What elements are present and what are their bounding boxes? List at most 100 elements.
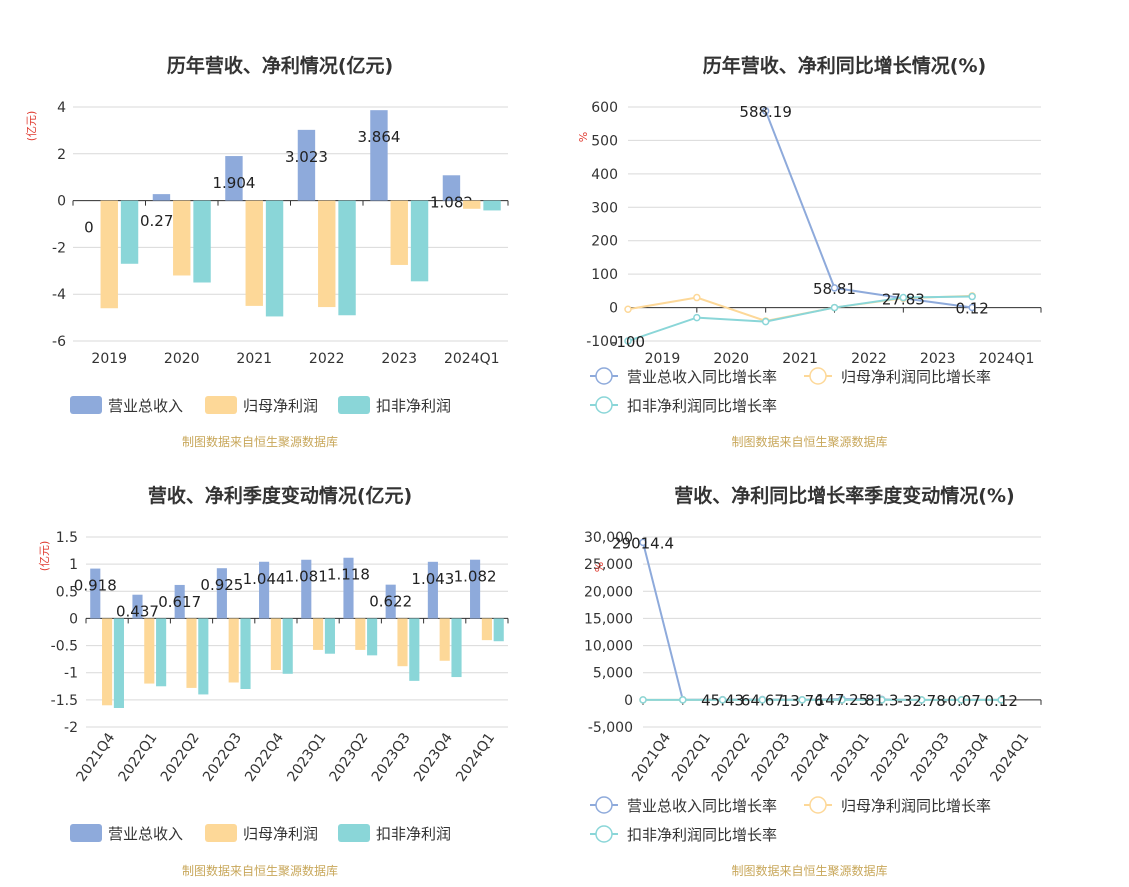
y-tick-label: 0	[69, 611, 78, 627]
legend-label: 营业总收入	[108, 397, 183, 415]
series-line	[627, 295, 973, 342]
bar-deducted-profit	[240, 618, 251, 689]
bar-revenue	[297, 129, 316, 201]
chart-panel-quarterly-bar: 营收、净利季度变动情况(亿元) 1.5 1 0.5 0 -0.5 -1 -1.5 -2 (亿元)…	[0, 450, 560, 887]
bar-deducted-profit	[198, 618, 209, 695]
series-point	[917, 696, 926, 704]
bar-revenue	[301, 559, 312, 619]
bar-revenue	[343, 557, 354, 619]
y-tick-label: 20,000	[584, 584, 633, 600]
y-tick-label: 200	[591, 234, 618, 250]
bar-net-profit	[245, 200, 263, 306]
series-point	[830, 284, 839, 292]
data-label: 0	[84, 219, 94, 237]
data-label: 1.118	[327, 566, 370, 584]
bar-deducted-profit	[282, 618, 293, 674]
x-tick-label: 2022	[851, 351, 887, 367]
y-tick-label: 100	[591, 267, 618, 283]
bar-net-profit	[439, 618, 450, 661]
bar-deducted-profit	[483, 200, 501, 211]
legend-swatch	[205, 396, 237, 414]
y-tick-label: 0	[609, 301, 618, 317]
chart-svg: 600 500 400 300 200 100 0 -100% 2019 2020 2021 2022…	[577, 100, 1042, 415]
y-tick-label: -6	[52, 334, 66, 350]
data-label: 64.67	[741, 692, 784, 710]
series-point	[899, 293, 908, 302]
data-source-note: 制图数据来自恒生聚源数据库	[181, 864, 338, 878]
data-label: -32.78	[897, 692, 945, 710]
chart-title: 历年营收、净利同比增长情况(%)	[702, 55, 987, 77]
series-point	[830, 303, 839, 312]
x-tick-label: 2022	[309, 351, 345, 367]
x-tick-label: 2024Q1	[453, 730, 498, 785]
data-label: 3.023	[285, 148, 328, 166]
chart-svg: 30,000 25,000 20,000 15,000 10,000 5,000 0 -5,0…	[584, 530, 1042, 844]
legend-label: 扣非净利润	[376, 825, 451, 843]
x-tick-label: 2022Q3	[749, 730, 794, 785]
bar-revenue	[152, 194, 171, 201]
y-axis-unit-label: %	[593, 562, 606, 572]
chart-panel-quarterly-growth: 营收、净利同比增长率季度变动情况(%) 30,000 25,000 20,000 15…	[560, 450, 1129, 887]
legend-label: 归母净利润同比增长率	[841, 797, 991, 815]
y-tick-label: -5,000	[588, 720, 633, 736]
x-tick-label: 2022Q4	[242, 730, 287, 785]
series-point	[639, 696, 647, 704]
bar-net-profit	[481, 618, 492, 641]
legend-swatch	[338, 824, 370, 842]
bar-revenue	[442, 175, 461, 201]
y-tick-label: -2	[52, 240, 66, 256]
data-label: 588.19	[739, 103, 792, 121]
x-tick-label: 2023Q4	[411, 730, 456, 785]
data-label: 45.43	[701, 692, 744, 710]
x-tick-label: 2022Q2	[158, 730, 203, 785]
x-tick-label: 2022Q2	[709, 730, 754, 785]
series-point	[718, 696, 727, 704]
x-tick-label: 2024Q1	[444, 351, 500, 367]
data-label: 1.082	[430, 193, 473, 211]
x-tick-label: 2024Q1	[987, 730, 1032, 785]
series-point	[798, 696, 806, 704]
legend-marker	[595, 796, 613, 814]
series-point	[679, 696, 687, 704]
legend-swatch	[205, 824, 237, 842]
y-tick-label: 5,000	[593, 666, 633, 682]
chart-title: 营收、净利同比增长率季度变动情况(%)	[674, 485, 1015, 507]
data-label: 1.081	[285, 568, 328, 586]
series-point	[968, 303, 976, 312]
x-tick-label: 2021Q4	[629, 730, 674, 785]
bar-deducted-profit	[409, 618, 420, 681]
chart-panel-annual-bar: 历年营收、净利情况(亿元) 4 2 0 -2 -4 -6 (亿元) 2019 2020 2021 2…	[0, 0, 560, 450]
y-tick-label: -1	[64, 666, 78, 682]
legend-label: 营业总收入同比增长率	[627, 797, 777, 815]
series-point	[997, 696, 1005, 704]
series-point	[761, 317, 770, 326]
series-line	[764, 110, 973, 309]
bar-deducted-profit	[324, 618, 335, 654]
bar-deducted-profit	[493, 618, 504, 642]
bar-deducted-profit	[193, 200, 211, 283]
x-tick-label: 2023Q2	[327, 730, 372, 785]
y-tick-label: 600	[591, 100, 618, 116]
x-tick-label: 2021Q4	[73, 730, 118, 785]
data-label: 0.277	[140, 212, 183, 230]
y-tick-label: 1.5	[56, 530, 78, 546]
chart-panel-annual-growth: 历年营收、净利同比增长情况(%) 600 500 400 300 200 100 0 -100…	[560, 0, 1129, 450]
chart-title: 营收、净利季度变动情况(亿元)	[147, 485, 413, 507]
legend-marker	[595, 825, 613, 843]
legend-swatch	[70, 396, 102, 414]
bar-net-profit	[390, 200, 408, 265]
data-label: 13.76	[781, 692, 824, 710]
bar-net-profit	[397, 618, 408, 667]
bar-revenue	[259, 561, 270, 619]
y-tick-label: 10,000	[584, 639, 633, 655]
data-label: 0.12	[984, 692, 1017, 710]
chart-title: 历年营收、净利情况(亿元)	[166, 55, 394, 77]
y-tick-label: 30,000	[584, 530, 633, 546]
x-tick-label: 2023Q4	[948, 730, 993, 785]
x-tick-label: 2023Q3	[369, 730, 414, 785]
y-tick-label: 25,000	[584, 557, 633, 573]
series-point	[761, 107, 770, 115]
y-tick-label: -4	[52, 287, 66, 303]
bar-revenue	[174, 584, 185, 619]
x-tick-label: 2020	[713, 351, 749, 367]
